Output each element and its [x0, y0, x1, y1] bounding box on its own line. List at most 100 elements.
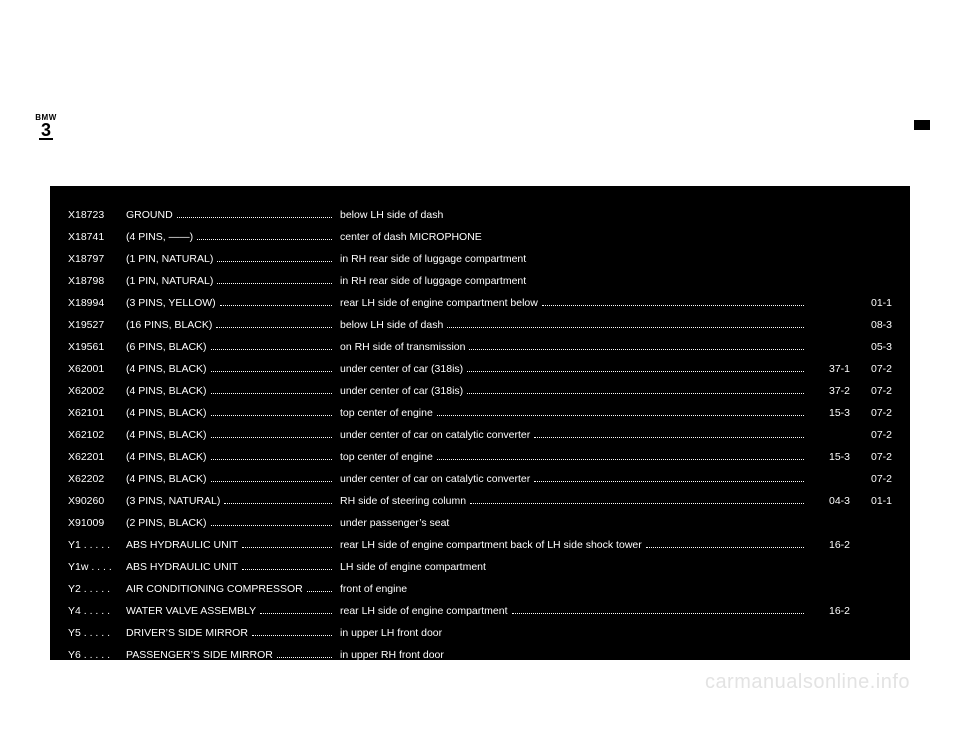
cell-page-2: 07-2: [850, 358, 892, 380]
cell-page-1: 37-2: [808, 380, 850, 402]
cell-code: Y6 . . . . .: [68, 644, 126, 660]
cell-location: under center of car (318is): [336, 380, 808, 402]
watermark: carmanualsonline.info: [705, 671, 910, 694]
table-row: X19561(6 PINS, BLACK)on RH side of trans…: [68, 336, 892, 358]
cell-location: under passenger’s seat: [336, 512, 808, 534]
cell-code: X62002: [68, 380, 126, 402]
cell-page-2: 05-3: [850, 336, 892, 358]
cell-name: (4 PINS, BLACK): [126, 402, 336, 424]
cell-name: ABS HYDRAULIC UNIT: [126, 556, 336, 578]
table-row: X19527(16 PINS, BLACK)below LH side of d…: [68, 314, 892, 336]
cell-name: AIR CONDITIONING COMPRESSOR: [126, 578, 336, 600]
cell-location: in RH rear side of luggage compartment: [336, 248, 808, 270]
cell-name: (4 PINS, BLACK): [126, 424, 336, 446]
cell-page-2: 07-2: [850, 446, 892, 468]
table-row: X91009(2 PINS, BLACK)under passenger’s s…: [68, 512, 892, 534]
cell-location: on RH side of transmission: [336, 336, 808, 358]
cell-code: X18798: [68, 270, 126, 292]
table-row: Y1 . . . . .ABS HYDRAULIC UNITrear LH si…: [68, 534, 892, 556]
table-row: X62201(4 PINS, BLACK)top center of engin…: [68, 446, 892, 468]
cell-location: below LH side of dash: [336, 314, 808, 336]
table-row: Y4 . . . . .WATER VALVE ASSEMBLYrear LH …: [68, 600, 892, 622]
cell-name: (1 PIN, NATURAL): [126, 248, 336, 270]
cell-page-2: 01-1: [850, 490, 892, 512]
cell-name: (4 PINS, ——): [126, 226, 336, 248]
cell-code: X19561: [68, 336, 126, 358]
cell-name: (16 PINS, BLACK): [126, 314, 336, 336]
cell-location: RH side of steering column: [336, 490, 808, 512]
cell-location: LH side of engine compartment: [336, 556, 808, 578]
cell-location: rear LH side of engine compartment: [336, 600, 808, 622]
page-tab-mark: [914, 120, 930, 130]
cell-location: front of engine: [336, 578, 808, 600]
cell-page-2: 07-2: [850, 402, 892, 424]
table-row: X62101(4 PINS, BLACK)top center of engin…: [68, 402, 892, 424]
cell-page-2: 08-3: [850, 314, 892, 336]
cell-code: X18741: [68, 226, 126, 248]
cell-page-1: 15-3: [808, 446, 850, 468]
cell-location: rear LH side of engine compartment below: [336, 292, 808, 314]
cell-code: X18797: [68, 248, 126, 270]
cell-page-1: 16-2: [808, 534, 850, 556]
cell-page-2: 07-2: [850, 424, 892, 446]
table-row: Y1w . . . .ABS HYDRAULIC UNITLH side of …: [68, 556, 892, 578]
logo-model: 3: [39, 122, 53, 140]
cell-code: X62101: [68, 402, 126, 424]
table-row: X62002(4 PINS, BLACK)under center of car…: [68, 380, 892, 402]
cell-name: GROUND: [126, 204, 336, 226]
cell-code: X91009: [68, 512, 126, 534]
cell-name: (2 PINS, BLACK): [126, 512, 336, 534]
connector-table: X18723GROUNDbelow LH side of dashX18741(…: [50, 186, 910, 660]
cell-code: X18723: [68, 204, 126, 226]
bmw-logo: BMW 3: [30, 114, 62, 141]
cell-page-1: 37-1: [808, 358, 850, 380]
cell-name: PASSENGER’S SIDE MIRROR: [126, 644, 336, 660]
cell-location: top center of engine: [336, 446, 808, 468]
table-row: X18798(1 PIN, NATURAL)in RH rear side of…: [68, 270, 892, 292]
cell-location: under center of car on catalytic convert…: [336, 424, 808, 446]
cell-code: X62202: [68, 468, 126, 490]
cell-page-2: 01-1: [850, 292, 892, 314]
cell-code: X18994: [68, 292, 126, 314]
table-row: X18797(1 PIN, NATURAL)in RH rear side of…: [68, 248, 892, 270]
cell-page-1: 04-3: [808, 490, 850, 512]
table-row: X62102(4 PINS, BLACK)under center of car…: [68, 424, 892, 446]
table-row: X90260(3 PINS, NATURAL)RH side of steeri…: [68, 490, 892, 512]
page: BMW 3 X18723GROUNDbelow LH side of dashX…: [0, 0, 960, 742]
cell-location: top center of engine: [336, 402, 808, 424]
cell-location: under center of car on catalytic convert…: [336, 468, 808, 490]
cell-code: Y2 . . . . .: [68, 578, 126, 600]
cell-location: in upper LH front door: [336, 622, 808, 644]
cell-location: below LH side of dash: [336, 204, 808, 226]
cell-code: X19527: [68, 314, 126, 336]
cell-code: Y5 . . . . .: [68, 622, 126, 644]
cell-name: WATER VALVE ASSEMBLY: [126, 600, 336, 622]
table-row: Y5 . . . . .DRIVER’S SIDE MIRRORin upper…: [68, 622, 892, 644]
cell-code: X62001: [68, 358, 126, 380]
cell-page-1: 15-3: [808, 402, 850, 424]
cell-name: (6 PINS, BLACK): [126, 336, 336, 358]
table-row: X18723GROUNDbelow LH side of dash: [68, 204, 892, 226]
cell-name: DRIVER’S SIDE MIRROR: [126, 622, 336, 644]
table-row: X62202(4 PINS, BLACK)under center of car…: [68, 468, 892, 490]
cell-name: (4 PINS, BLACK): [126, 468, 336, 490]
cell-page-2: 07-2: [850, 380, 892, 402]
cell-location: center of dash MICROPHONE: [336, 226, 808, 248]
cell-page-1: 16-2: [808, 600, 850, 622]
cell-code: X90260: [68, 490, 126, 512]
cell-code: Y4 . . . . .: [68, 600, 126, 622]
table-row: Y2 . . . . .AIR CONDITIONING COMPRESSORf…: [68, 578, 892, 600]
cell-name: (4 PINS, BLACK): [126, 358, 336, 380]
cell-name: ABS HYDRAULIC UNIT: [126, 534, 336, 556]
cell-location: in RH rear side of luggage compartment: [336, 270, 808, 292]
table-row: X18741(4 PINS, ——)center of dash MICROPH…: [68, 226, 892, 248]
cell-code: Y1w . . . .: [68, 556, 126, 578]
table-row: X62001(4 PINS, BLACK)under center of car…: [68, 358, 892, 380]
cell-location: under center of car (318is): [336, 358, 808, 380]
cell-name: (3 PINS, YELLOW): [126, 292, 336, 314]
cell-name: (1 PIN, NATURAL): [126, 270, 336, 292]
cell-name: (3 PINS, NATURAL): [126, 490, 336, 512]
table-row: Y6 . . . . .PASSENGER’S SIDE MIRRORin up…: [68, 644, 892, 660]
cell-name: (4 PINS, BLACK): [126, 380, 336, 402]
cell-code: X62201: [68, 446, 126, 468]
